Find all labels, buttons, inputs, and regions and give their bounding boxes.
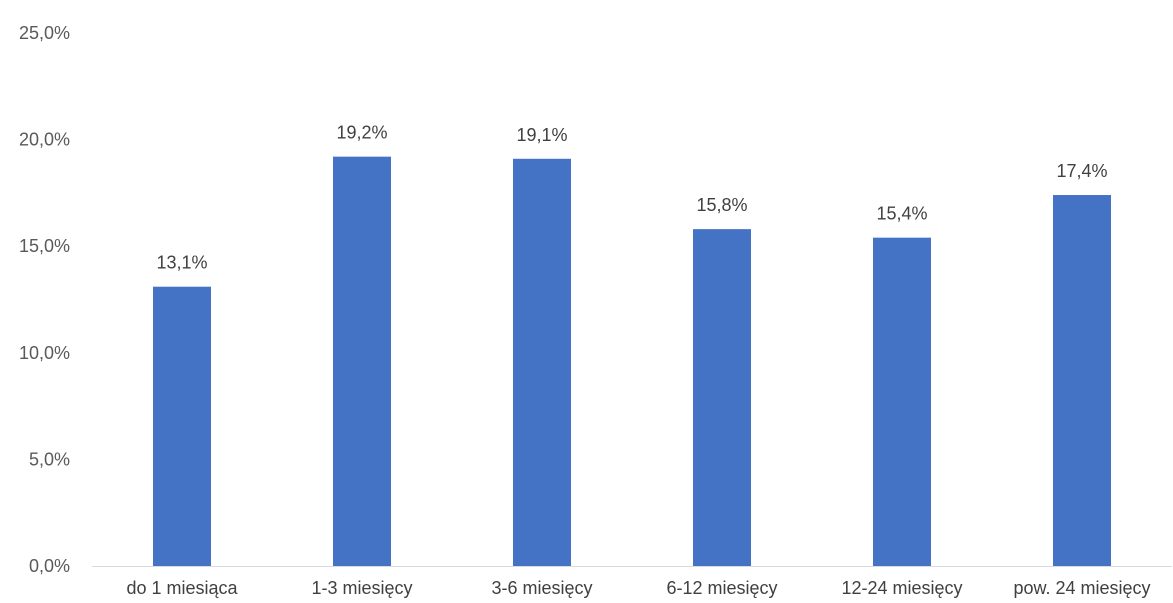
category-label: 3-6 miesięcy [491, 578, 592, 598]
category-label: 6-12 miesięcy [666, 578, 777, 598]
bar-data-label: 19,2% [336, 123, 387, 143]
bar-data-label: 13,1% [156, 253, 207, 273]
y-tick-label: 10,0% [19, 343, 70, 363]
y-tick-label: 15,0% [19, 236, 70, 256]
bar [333, 156, 391, 566]
y-tick-label: 25,0% [19, 23, 70, 43]
category-labels: do 1 miesiąca 1-3 miesięcy 3-6 miesięcy 6-1… [126, 578, 1150, 598]
bar [873, 237, 931, 566]
bar-data-label: 15,4% [876, 204, 927, 224]
y-tick-label: 0,0% [29, 556, 70, 576]
y-axis-tick-labels: 0,0% 5,0% 10,0% 15,0% 20,0% 25,0% [19, 23, 70, 576]
y-tick-label: 5,0% [29, 449, 70, 469]
bars [153, 156, 1111, 567]
bar [153, 286, 211, 566]
bar-data-label: 17,4% [1056, 161, 1107, 181]
category-label: do 1 miesiąca [126, 578, 238, 598]
bar-data-label: 15,8% [696, 195, 747, 215]
bar [693, 229, 751, 567]
category-label: 1-3 miesięcy [311, 578, 412, 598]
bar [513, 158, 571, 566]
bar-data-label: 19,1% [516, 125, 567, 145]
category-label: pow. 24 miesięcy [1013, 578, 1150, 598]
category-label: 12-24 miesięcy [841, 578, 962, 598]
data-labels: 13,1% 19,2% 19,1% 15,8% 15,4% 17,4% [156, 123, 1107, 273]
bar [1053, 195, 1111, 567]
y-tick-label: 20,0% [19, 130, 70, 150]
